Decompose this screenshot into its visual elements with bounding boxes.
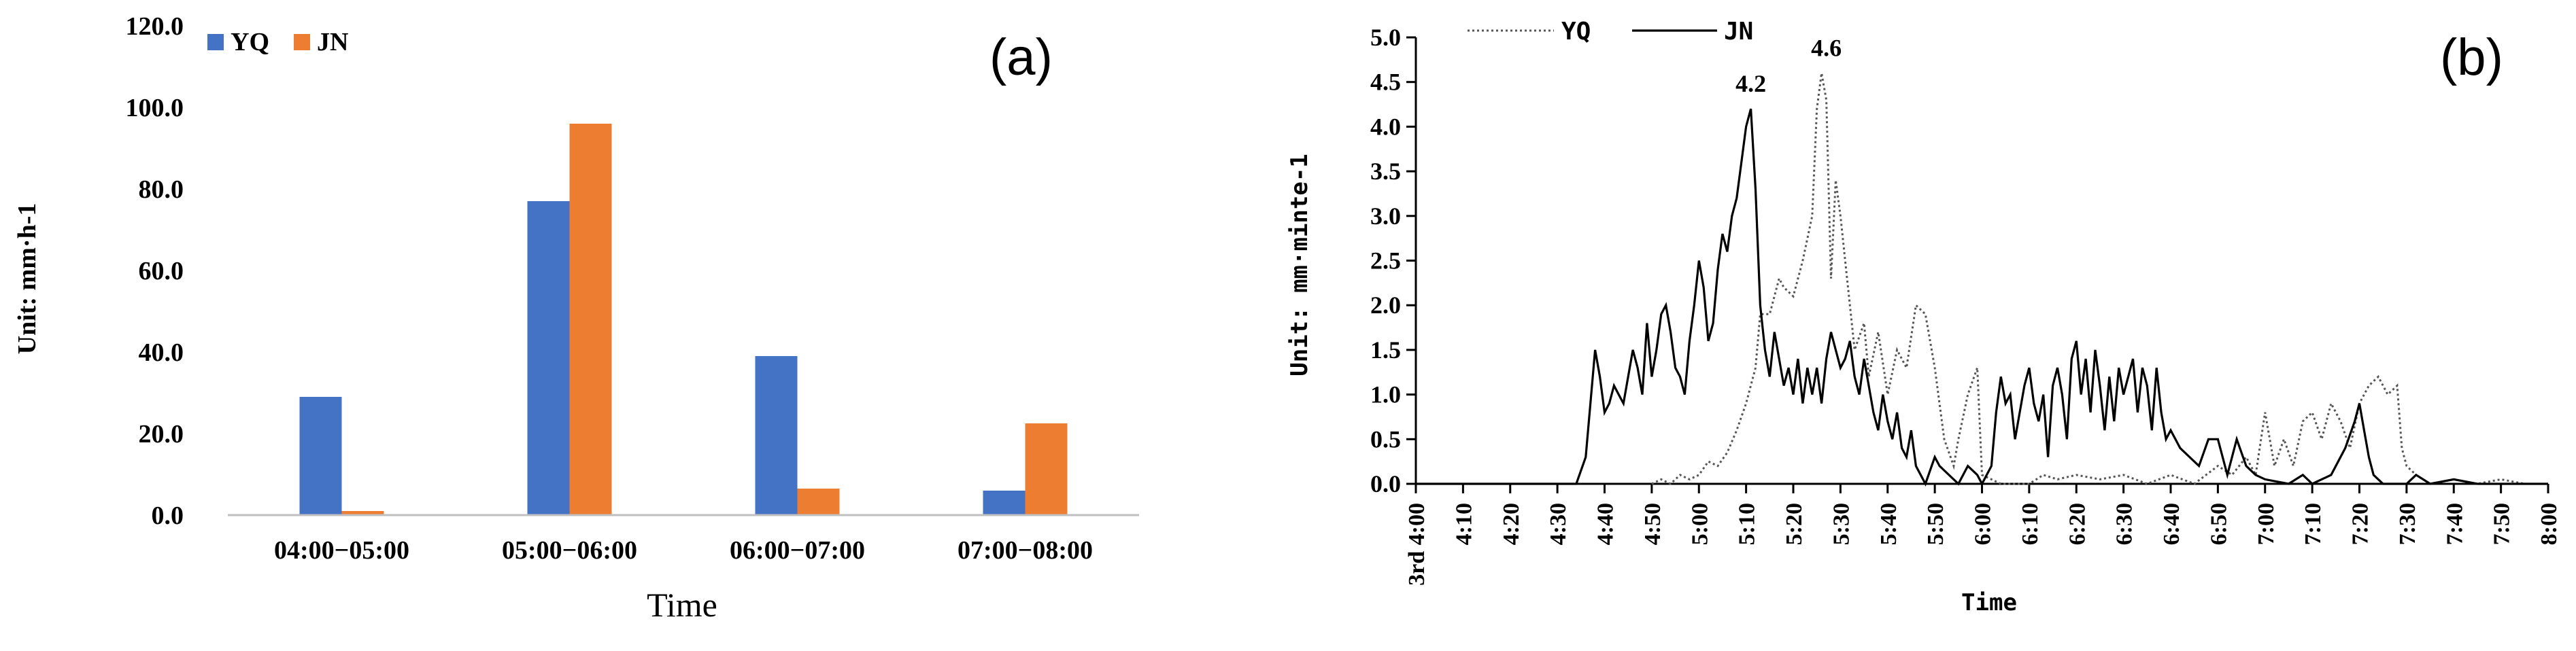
y-tick-label: 0.0 [1370, 470, 1401, 497]
y-tick-label: 0.5 [1370, 425, 1401, 453]
x-tick-label: 5:50 [1923, 503, 1948, 545]
panel-b-x-axis-label: Time [1961, 589, 2017, 616]
y-tick-label: 80.0 [139, 175, 184, 204]
y-tick-label: 60.0 [139, 257, 184, 285]
x-tick-label: 7:30 [2395, 503, 2420, 545]
x-tick-label: 7:10 [2301, 503, 2326, 545]
panel-a-y-axis-label: Unit: mm·h-1 [13, 203, 41, 355]
x-tick-label: 6:50 [2206, 503, 2231, 545]
panel-b-y-axis-label: Unit: mm·minte-1 [1286, 154, 1313, 376]
y-tick-label: 5.0 [1370, 24, 1401, 51]
series-line-yq [1651, 73, 2548, 485]
y-tick-label: 1.5 [1370, 336, 1401, 364]
x-tick-label: 5:30 [1829, 503, 1854, 545]
x-tick-label: 6:00 [1971, 503, 1996, 545]
x-tick-label: 7:40 [2442, 503, 2467, 545]
panel-a: 0.0 20.0 40.0 60.0 80.0 100.0 120.0 04:00−05:0… [13, 12, 1139, 624]
x-tick-label: 3rd 4:00 [1404, 503, 1429, 586]
x-tick-label: 5:10 [1735, 503, 1760, 545]
y-tick-label: 2.0 [1370, 292, 1401, 319]
x-tick-label: 4:20 [1499, 503, 1524, 545]
annotation-peak-yq: 4.6 [1811, 35, 1842, 62]
y-tick-label: 3.0 [1370, 203, 1401, 230]
x-tick-label: 6:10 [2018, 503, 2043, 545]
x-tick-label: 5:20 [1782, 503, 1807, 545]
bar-jn [797, 489, 840, 515]
panel-a-legend: YQ JN [207, 28, 348, 56]
legend-label-jn: JN [1724, 18, 1753, 46]
bar-jn [1025, 423, 1068, 515]
x-tick-label: 4:50 [1640, 503, 1665, 545]
bar-jn [569, 124, 612, 515]
legend-swatch-jn [294, 34, 310, 50]
y-tick-label: 0.0 [152, 502, 184, 530]
x-tick-label: 4:30 [1546, 503, 1571, 545]
x-tick-label: 05:00−06:00 [502, 536, 637, 565]
bar-yq [299, 397, 342, 515]
x-tick-label: 04:00−05:00 [274, 536, 409, 565]
x-tick-label: 5:40 [1876, 503, 1901, 545]
y-tick-label: 2.5 [1370, 247, 1401, 275]
bar-yq [983, 491, 1026, 515]
series-line-jn [1416, 108, 2548, 487]
x-tick-label: 8:00 [2537, 503, 2562, 545]
y-tick-label: 4.5 [1370, 69, 1401, 96]
y-tick-label: 100.0 [126, 94, 184, 122]
x-tick-label: 6:40 [2159, 503, 2184, 545]
x-tick-label: 07:00−08:00 [957, 536, 1093, 565]
legend-swatch-yq [207, 34, 224, 50]
x-tick-label: 6:30 [2112, 503, 2137, 545]
panel-a-y-tick-labels: 0.0 20.0 40.0 60.0 80.0 100.0 120.0 [126, 12, 184, 530]
x-tick-label: 7:50 [2490, 503, 2515, 545]
bar-yq [527, 201, 570, 515]
y-tick-label: 4.0 [1370, 113, 1401, 140]
y-tick-label: 20.0 [139, 420, 184, 448]
legend-label-jn: JN [317, 28, 348, 56]
x-tick-label: 06:00−07:00 [730, 536, 865, 565]
panel-a-x-tick-labels: 04:00−05:00 05:00−06:00 06:00−07:00 07:00−0… [274, 536, 1093, 565]
panel-a-label: (a) [989, 29, 1053, 86]
y-tick-label: 3.5 [1370, 158, 1401, 185]
x-tick-label: 6:20 [2065, 503, 2090, 545]
y-tick-label: 40.0 [139, 338, 184, 367]
panel-b: 0.0 0.5 1.0 1.5 2.0 2.5 3.0 3.5 4.0 4.5 5.0 3rd 4:… [1286, 18, 2562, 616]
legend-label-yq: YQ [1561, 18, 1591, 46]
panel-a-bars [299, 124, 1068, 515]
panel-a-x-axis-label: Time [647, 586, 717, 624]
x-tick-label: 7:20 [2348, 503, 2373, 545]
panel-b-x-tick-labels: 3rd 4:00 4:10 4:20 4:30 4:40 4:50 5:00 5:10 5:20… [1404, 484, 2562, 586]
x-tick-label: 5:00 [1687, 503, 1712, 545]
panel-b-legend: YQ JN [1468, 18, 1753, 46]
x-tick-label: 4:40 [1593, 503, 1619, 545]
bar-jn [341, 511, 384, 515]
y-tick-label: 120.0 [126, 12, 184, 41]
y-tick-label: 1.0 [1370, 381, 1401, 408]
x-tick-label: 4:10 [1451, 503, 1476, 545]
panel-b-y-tick-labels: 0.0 0.5 1.0 1.5 2.0 2.5 3.0 3.5 4.0 4.5 5.0 [1370, 24, 1416, 497]
x-tick-label: 7:00 [2254, 503, 2279, 545]
panel-b-label: (b) [2440, 29, 2503, 86]
legend-label-yq: YQ [231, 28, 269, 56]
annotation-peak-jn: 4.2 [1735, 70, 1766, 97]
bar-yq [755, 356, 798, 515]
